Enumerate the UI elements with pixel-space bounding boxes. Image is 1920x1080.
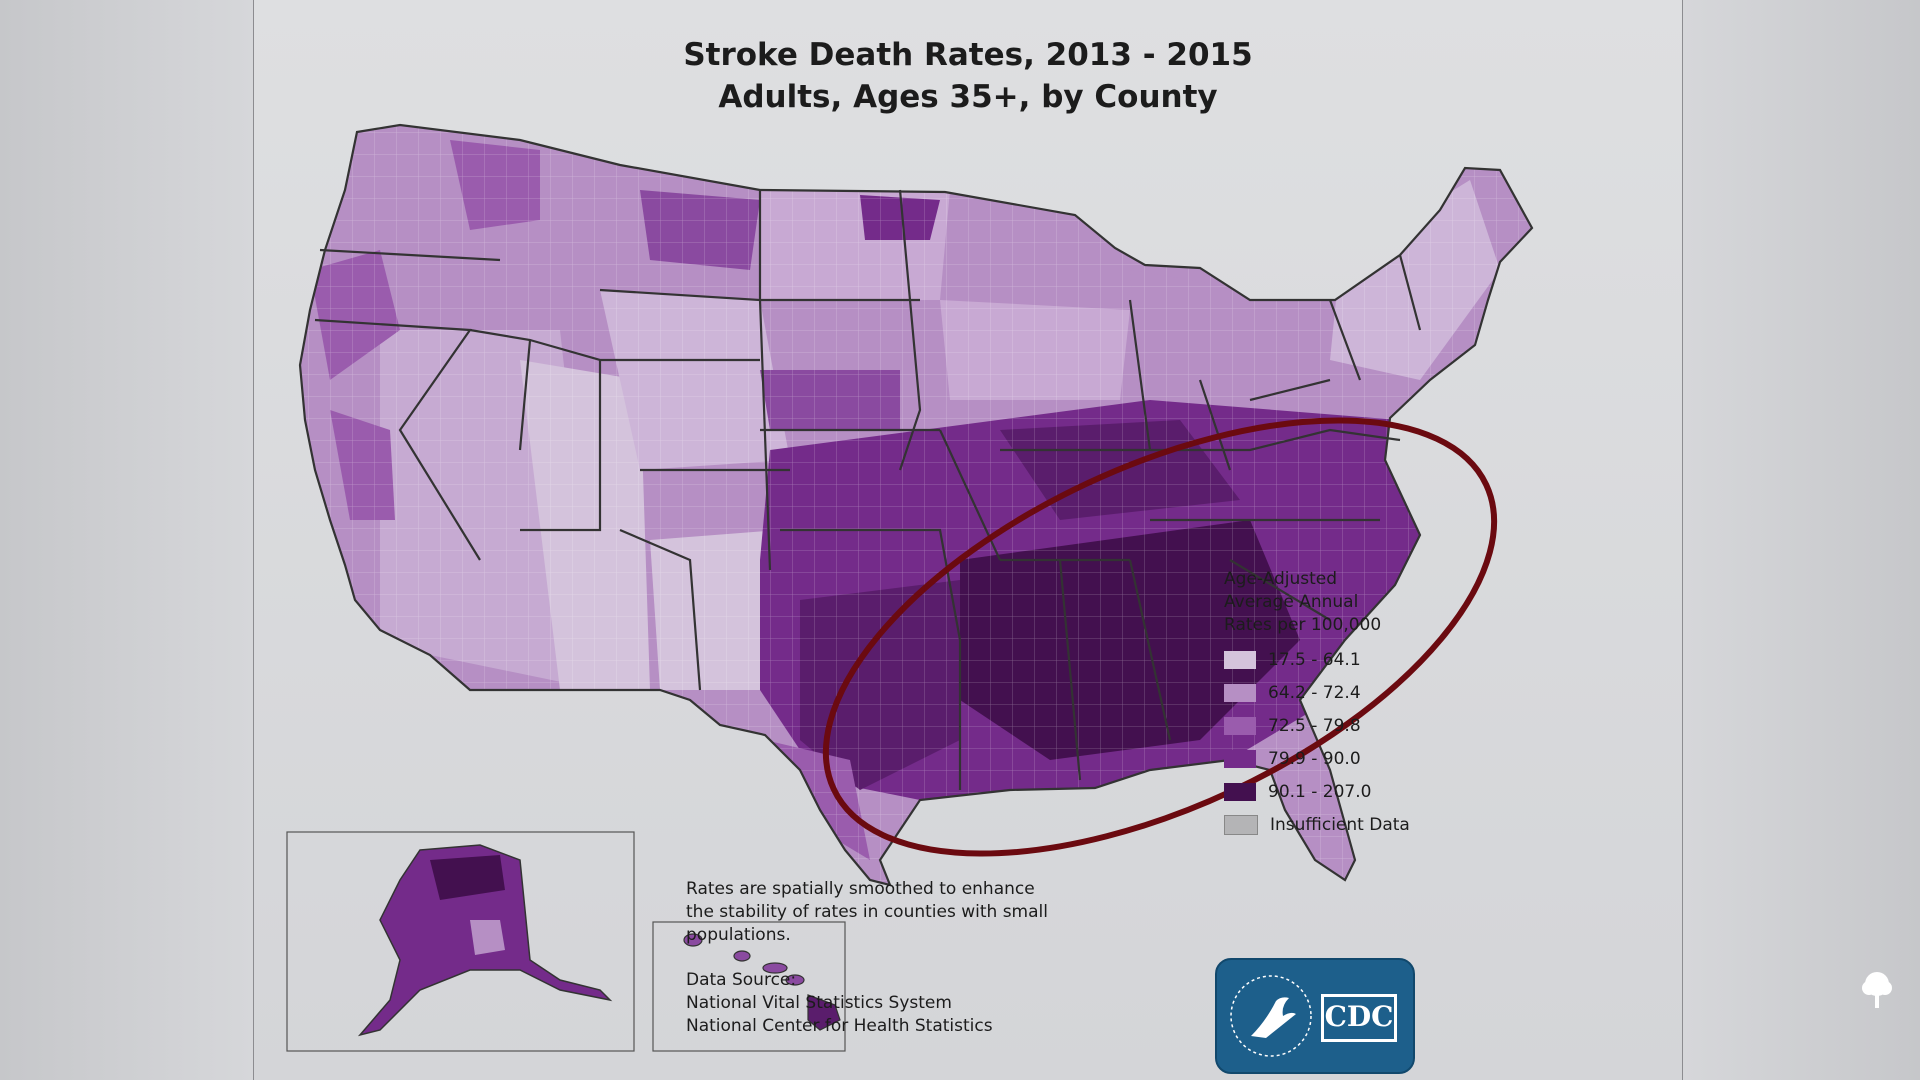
legend-item: 90.1 - 207.0 <box>1224 775 1424 808</box>
legend: Age-Adjusted Average Annual Rates per 10… <box>1224 568 1424 841</box>
legend-item: 64.2 - 72.4 <box>1224 676 1424 709</box>
cdc-logo: CDC <box>1215 958 1415 1074</box>
state-borders <box>298 123 1534 887</box>
legend-swatch <box>1224 749 1256 768</box>
legend-label: 72.5 - 79.8 <box>1268 715 1361 736</box>
legend-label: 79.9 - 90.0 <box>1268 748 1361 769</box>
tree-icon <box>1862 972 1892 1008</box>
legend-swatch <box>1224 814 1258 835</box>
legend-swatch <box>1224 683 1256 702</box>
background-right <box>1682 0 1920 1080</box>
alaska-inset-frame <box>286 831 635 1052</box>
note-line: populations. <box>686 925 791 945</box>
map-title: Stroke Death Rates, 2013 - 2015 <box>683 37 1253 73</box>
legend-swatch <box>1224 716 1256 735</box>
legend-label: Insufficient Data <box>1270 814 1410 835</box>
map-subtitle: Adults, Ages 35+, by County <box>718 79 1218 115</box>
legend-label: 17.5 - 64.1 <box>1268 649 1361 670</box>
legend-swatch <box>1224 650 1256 669</box>
legend-item: 17.5 - 64.1 <box>1224 643 1424 676</box>
legend-label: 90.1 - 207.0 <box>1268 781 1372 802</box>
legend-label: 64.2 - 72.4 <box>1268 682 1361 703</box>
source-heading: Data Source: <box>686 970 797 990</box>
smoothing-note: Rates are spatially smoothed to enhance … <box>686 878 1048 947</box>
hawaii <box>683 933 841 1031</box>
legend-swatch <box>1224 782 1256 801</box>
note-line: the stability of rates in counties with … <box>686 902 1048 922</box>
legend-item: Insufficient Data <box>1224 808 1424 841</box>
legend-item: 79.9 - 90.0 <box>1224 742 1424 775</box>
background-left <box>0 0 253 1080</box>
source-line: National Center for Health Statistics <box>686 1016 993 1036</box>
data-source: Data Source: National Vital Statistics S… <box>686 969 993 1038</box>
hhs-eagle-icon <box>1230 975 1312 1057</box>
legend-heading-3: Rates per 100,000 <box>1224 615 1382 635</box>
hawaii-inset-frame <box>652 921 846 1052</box>
source-line: National Vital Statistics System <box>686 993 952 1013</box>
legend-heading-2: Average Annual <box>1224 592 1359 612</box>
legend-heading-1: Age-Adjusted <box>1224 569 1338 589</box>
note-line: Rates are spatially smoothed to enhance <box>686 879 1035 899</box>
legend-item: 72.5 - 79.8 <box>1224 709 1424 742</box>
cdc-wordmark: CDC <box>1321 994 1397 1042</box>
